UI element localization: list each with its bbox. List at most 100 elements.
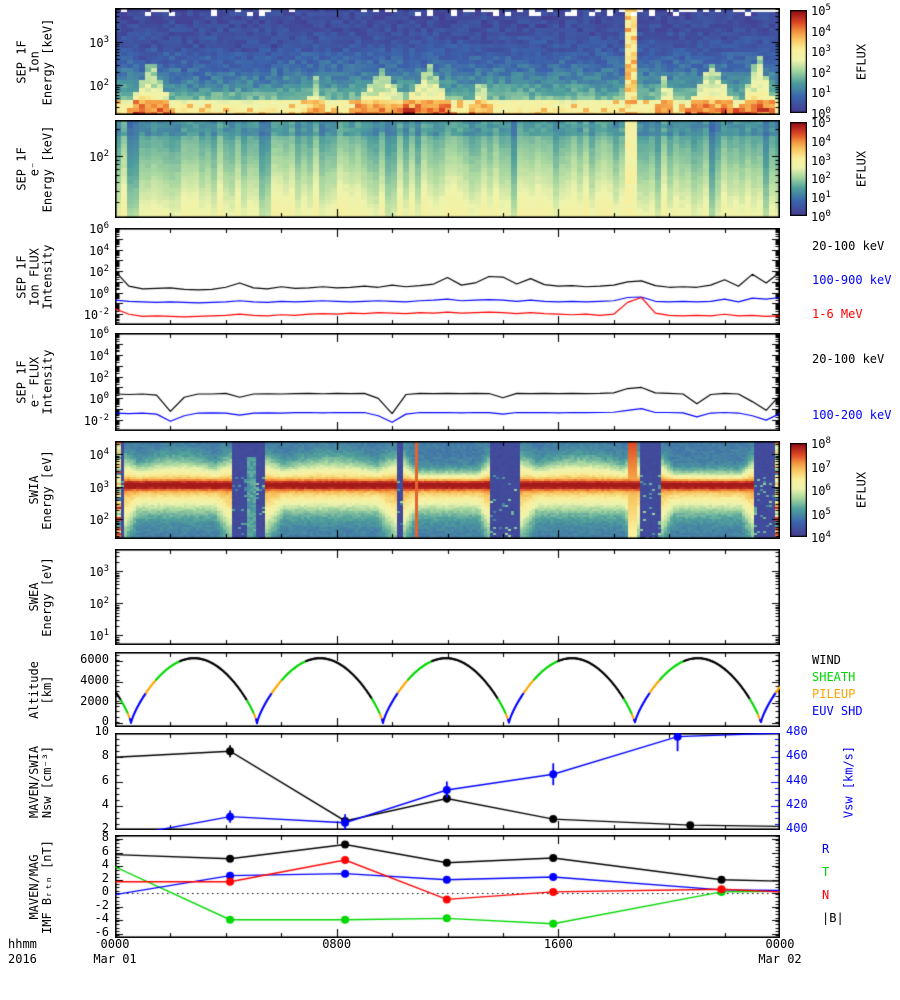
swia-spectrogram-canvas	[115, 441, 780, 539]
legend-item-1-6-mev: 1-6 MeV	[812, 307, 863, 321]
legend-item-wind: WIND	[812, 653, 841, 667]
y-axis-title: Altitude [km]	[27, 660, 54, 719]
y-tick-label: 2000	[80, 693, 109, 708]
colorbar-tick-label: 103	[811, 152, 831, 168]
y-tick-label: 4	[101, 796, 109, 811]
y-axis-title: SEP 1F e⁻ FLUX Intensity	[14, 349, 54, 415]
y-right-tick-label: 440	[786, 772, 808, 787]
y-tick-label: 6000	[80, 652, 109, 667]
y-axis-title: SEP 1F e⁻ Energy [keV]	[14, 125, 54, 213]
x-date-label: Mar 02	[758, 952, 802, 966]
y-tick-label: -6	[94, 924, 109, 939]
y-tick-label: 8	[101, 830, 109, 845]
y-axis-title: SWIA Energy [eV]	[27, 450, 54, 530]
colorbar-tick-label: 107	[811, 459, 831, 475]
y-axis-title: SWEA Energy [eV]	[27, 557, 54, 637]
y-tick-label: -2	[94, 897, 109, 912]
colorbar-tick-label: 105	[811, 115, 831, 130]
y-tick-label: 10	[94, 724, 109, 738]
sep-electron-flux-canvas	[115, 333, 780, 431]
colorbar-axis-label: EFLUX	[854, 150, 869, 188]
y-tick-label: 102	[89, 148, 109, 164]
sep-ion-colorbar	[790, 10, 807, 113]
y-tick-label: 102	[89, 512, 109, 528]
y-tick-label: 0	[101, 884, 109, 899]
y-tick-label: 100	[89, 285, 109, 301]
x-tick-label: 1600	[543, 937, 573, 951]
swea-spectrogram-canvas	[115, 549, 780, 645]
colorbar-tick-label: 105	[811, 506, 831, 522]
sep-ion-spectrogram-canvas	[115, 8, 780, 115]
y-tick-label: 0	[101, 714, 109, 729]
y-tick-label: 100	[89, 391, 109, 407]
colorbar-tick-label: 104	[811, 133, 831, 149]
y-tick-label: 2	[101, 821, 109, 835]
y-right-tick-label: 480	[786, 724, 808, 738]
y-tick-label: 103	[89, 35, 109, 51]
legend-item-r: R	[822, 842, 830, 856]
x-axis-unit-label: hhmm	[8, 937, 37, 951]
legend-item-t: T	[822, 865, 830, 879]
y-tick-label: 101	[89, 628, 109, 644]
y-tick-label: 102	[89, 78, 109, 94]
colorbar-axis-label: EFLUX	[854, 471, 869, 509]
colorbar-tick-label: 102	[811, 171, 831, 187]
sep-electron-colorbar	[790, 122, 807, 216]
colorbar-tick-label: 108	[811, 436, 831, 451]
colorbar-tick-label: 100	[811, 106, 831, 121]
y-axis-title: MAVEN/SWIA Nsw [cm⁻³]	[27, 745, 54, 818]
y-right-axis-title: Vsw [km/s]	[841, 745, 856, 818]
y-right-tick-label: 420	[786, 796, 808, 811]
y-tick-label: 10-2	[83, 413, 109, 429]
y-tick-label: 10-2	[83, 307, 109, 323]
y-axis-title: SEP 1F Ion Energy [keV]	[14, 18, 54, 105]
y-tick-label: 102	[89, 369, 109, 385]
legend-item-n: N	[822, 888, 830, 902]
y-axis-title: SEP 1F Ion FLUX Intensity	[14, 243, 54, 310]
legend-item-20-100-kev: 20-100 keV	[812, 352, 885, 366]
y-tick-label: 4000	[80, 673, 109, 687]
imf-b-canvas	[115, 835, 780, 938]
y-tick-label: 102	[89, 596, 109, 612]
y-tick-label: 4	[101, 857, 109, 872]
colorbar-tick-label: 104	[811, 23, 831, 39]
y-tick-label: 104	[89, 447, 109, 463]
y-tick-label: 104	[89, 242, 109, 258]
x-tick-label: 0000	[765, 937, 795, 951]
y-tick-label: 106	[89, 221, 109, 236]
colorbar-tick-label: 105	[811, 3, 831, 18]
legend-item-euv-shd: EUV SHD	[812, 704, 863, 718]
colorbar-tick-label: 106	[811, 483, 831, 498]
colorbar-tick-label: 103	[811, 44, 831, 60]
y-tick-label: 103	[89, 564, 109, 580]
y-tick-label: -4	[94, 911, 109, 926]
y-right-tick-label: 460	[786, 748, 808, 763]
colorbar-tick-label: 100	[811, 209, 831, 224]
x-tick-label: 0000	[100, 937, 130, 951]
nsw-vsw-canvas	[115, 733, 780, 830]
x-axis-year-label: 2016	[8, 952, 37, 966]
x-date-label: Mar 01	[93, 952, 137, 966]
colorbar-tick-label: 104	[811, 530, 831, 545]
y-tick-label: 2	[101, 870, 109, 885]
sep-ion-flux-canvas	[115, 228, 780, 325]
legend-item-20-100-kev: 20-100 keV	[812, 239, 885, 253]
colorbar-tick-label: 101	[811, 190, 831, 206]
legend-item-sheath: SHEATH	[812, 670, 856, 684]
y-tick-label: 106	[89, 326, 109, 341]
swia-colorbar	[790, 443, 807, 537]
colorbar-axis-label: EFLUX	[854, 43, 869, 80]
legend-item--b-: |B|	[822, 911, 844, 925]
sep-electron-spectrogram-canvas	[115, 120, 780, 218]
x-tick-label: 0800	[322, 937, 352, 951]
y-axis-title: MAVEN/MAG IMF Bᵣₜₙ [nT]	[27, 839, 54, 934]
legend-item-pileup: PILEUP	[812, 687, 856, 701]
y-tick-label: 104	[89, 347, 109, 363]
y-tick-label: 6	[101, 843, 109, 858]
y-tick-label: 102	[89, 264, 109, 280]
colorbar-tick-label: 102	[811, 64, 831, 80]
y-tick-label: 6	[101, 772, 109, 787]
colorbar-tick-label: 101	[811, 85, 831, 101]
altitude-canvas	[115, 652, 780, 727]
